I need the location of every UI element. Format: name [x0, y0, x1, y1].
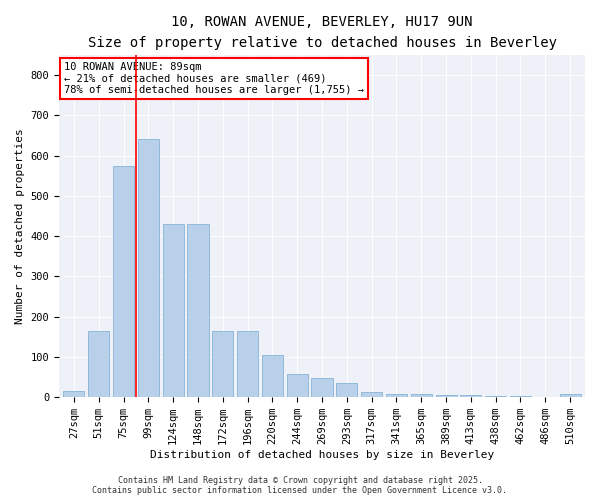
- Title: 10, ROWAN AVENUE, BEVERLEY, HU17 9UN
Size of property relative to detached house: 10, ROWAN AVENUE, BEVERLEY, HU17 9UN Siz…: [88, 15, 557, 50]
- Bar: [336, 383, 358, 397]
- Text: 10 ROWAN AVENUE: 89sqm
← 21% of detached houses are smaller (469)
78% of semi-de: 10 ROWAN AVENUE: 89sqm ← 21% of detached…: [64, 62, 364, 95]
- Bar: [163, 224, 184, 397]
- Bar: [64, 391, 85, 397]
- Bar: [361, 392, 382, 397]
- Bar: [411, 394, 432, 397]
- Bar: [88, 331, 109, 397]
- Bar: [187, 224, 209, 397]
- Bar: [287, 374, 308, 397]
- Bar: [212, 331, 233, 397]
- Bar: [237, 331, 258, 397]
- Bar: [436, 395, 457, 397]
- Bar: [138, 140, 159, 397]
- Bar: [386, 394, 407, 397]
- Y-axis label: Number of detached properties: Number of detached properties: [15, 128, 25, 324]
- Bar: [311, 378, 332, 397]
- Bar: [262, 355, 283, 397]
- Bar: [113, 166, 134, 397]
- Bar: [510, 396, 531, 397]
- Bar: [485, 396, 506, 397]
- Text: Contains HM Land Registry data © Crown copyright and database right 2025.
Contai: Contains HM Land Registry data © Crown c…: [92, 476, 508, 495]
- X-axis label: Distribution of detached houses by size in Beverley: Distribution of detached houses by size …: [150, 450, 494, 460]
- Bar: [460, 395, 481, 397]
- Bar: [560, 394, 581, 397]
